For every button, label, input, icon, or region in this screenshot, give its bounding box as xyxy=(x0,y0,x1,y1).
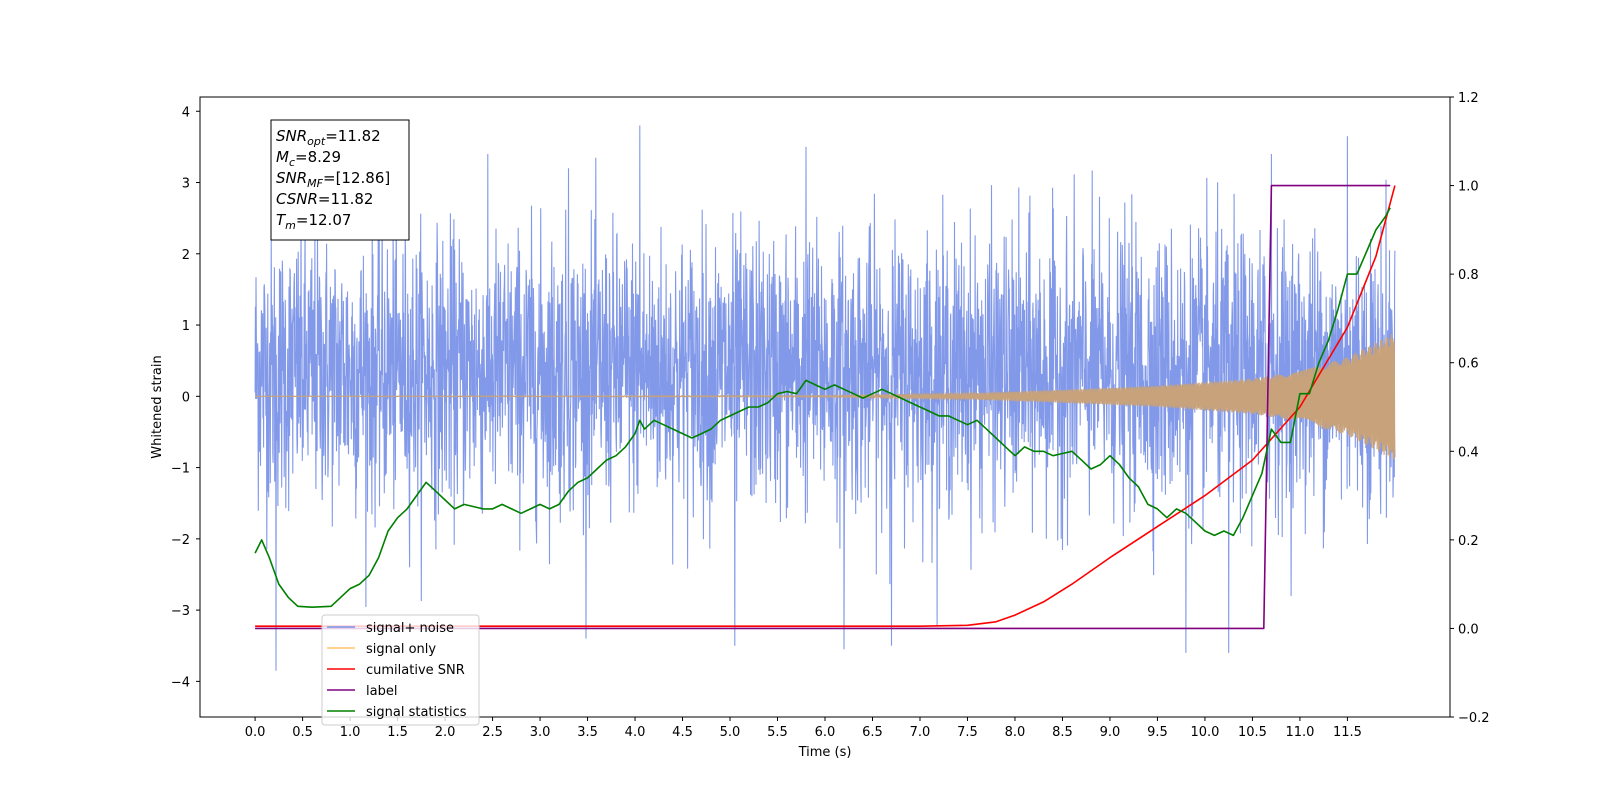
y-left-tick-label: 0 xyxy=(182,390,190,405)
signal-only-line xyxy=(255,333,1396,460)
signal-only-series xyxy=(255,333,1396,460)
legend-entry-label: signal+ noise xyxy=(366,621,454,636)
x-tick-label: 6.5 xyxy=(862,725,883,740)
y-right-tick-label: 0.2 xyxy=(1458,534,1479,549)
stats-annotation-subscript: m xyxy=(285,219,296,232)
x-tick-label: 2.0 xyxy=(435,725,456,740)
x-tick-label: 11.5 xyxy=(1333,725,1362,740)
x-tick-label: 9.5 xyxy=(1147,725,1168,740)
x-tick-label: 0.5 xyxy=(292,725,313,740)
y-left-tick-label: −1 xyxy=(171,462,190,477)
legend-entry-label: signal only xyxy=(366,642,436,657)
x-tick-label: 5.5 xyxy=(767,725,788,740)
y-right-tick-label: 0.0 xyxy=(1458,622,1479,637)
y-left-tick-label: 2 xyxy=(182,248,190,263)
stats-annotation-subscript: MF xyxy=(307,177,323,190)
y-right-tick-label: 0.6 xyxy=(1458,357,1479,372)
y-right-tick-label: 1.0 xyxy=(1458,180,1479,195)
y-left-tick-label: −3 xyxy=(171,604,190,619)
stats-annotation-value: =12.07 xyxy=(296,211,352,229)
line-series-group xyxy=(254,184,1396,630)
x-tick-label: 4.5 xyxy=(672,725,693,740)
stats-annotation-line: Tm=12.07 xyxy=(276,211,351,232)
x-tick-label: 5.0 xyxy=(720,725,741,740)
legend: signal+ noise signal only cumilative SNR la… xyxy=(321,614,480,726)
x-axis-label: Time (s) xyxy=(798,745,852,760)
x-tick-label: 3.5 xyxy=(577,725,598,740)
legend-entry-label: label xyxy=(366,684,397,699)
y-right-tick-label: 0.8 xyxy=(1458,268,1479,283)
x-tick-label: 9.0 xyxy=(1100,725,1121,740)
x-tick-label: 4.0 xyxy=(625,725,646,740)
legend-frame xyxy=(321,614,480,726)
y-left-tick-label: −2 xyxy=(171,533,190,548)
stats-annotation-symbol: T xyxy=(276,211,287,229)
legend-entry-label: cumilative SNR xyxy=(366,663,465,678)
x-tick-label: 11.0 xyxy=(1285,725,1314,740)
x-tick-label: 2.5 xyxy=(482,725,503,740)
signal-plus-noise-line xyxy=(254,125,1396,671)
stats-annotation-symbol: CSNR xyxy=(276,190,318,208)
stats-annotation-subscript: opt xyxy=(307,135,326,148)
x-tick-label: 7.5 xyxy=(957,725,978,740)
y-left-tick-label: 4 xyxy=(182,105,190,120)
stats-annotation-value: =[12.86] xyxy=(323,169,390,187)
x-tick-label: 0.0 xyxy=(245,725,266,740)
signal-statistics-line xyxy=(254,207,1391,608)
x-tick-label: 1.0 xyxy=(340,725,361,740)
x-tick-label: 1.5 xyxy=(387,725,408,740)
cumilative-SNR-line xyxy=(255,185,1396,627)
x-tick-label: 10.0 xyxy=(1190,725,1219,740)
y-right-axis-ticks: 1.2 1.0 0.8 0.6 0.4 0.2 0.0 −0.2 xyxy=(1450,91,1490,726)
y-left-tick-label: −4 xyxy=(171,675,190,690)
x-axis-ticks: 0.0 0.5 1.0 1.5 2.0 2.5 3.0 3.5 4.0 4.5 5.0 5.5 6.0 6… xyxy=(245,717,1362,740)
x-tick-label: 10.5 xyxy=(1238,725,1267,740)
stats-annotation-line: CSNR=11.82 xyxy=(276,190,373,208)
y-right-tick-label: 0.4 xyxy=(1458,445,1479,460)
stats-annotation-symbol: SNR xyxy=(276,169,307,187)
signal-plus-noise-series xyxy=(254,125,1396,671)
label-line xyxy=(255,184,1391,630)
x-tick-label: 8.0 xyxy=(1005,725,1026,740)
y-left-tick-label: 1 xyxy=(182,319,190,334)
y-left-axis-label: Whitened strain xyxy=(150,355,165,458)
x-tick-label: 6.0 xyxy=(815,725,836,740)
x-tick-label: 8.5 xyxy=(1052,725,1073,740)
stats-annotation-symbol: M xyxy=(276,148,289,166)
stats-annotation-frame xyxy=(270,119,410,241)
stats-annotation-symbol: SNR xyxy=(276,127,307,145)
y-left-axis-ticks: 4 3 2 1 0 −1 −2 −3 −4 xyxy=(171,105,200,690)
stats-annotation-value: =8.29 xyxy=(295,148,341,166)
stats-annotation-line: Mc=8.29 xyxy=(276,148,341,169)
stats-annotation-value: =11.82 xyxy=(325,127,381,145)
y-left-tick-label: 3 xyxy=(182,177,190,192)
x-tick-label: 3.0 xyxy=(530,725,551,740)
y-right-tick-label: −0.2 xyxy=(1458,711,1490,726)
x-tick-label: 7.0 xyxy=(910,725,931,740)
stats-annotation-subscript: c xyxy=(289,156,295,169)
stats-annotation-value: =11.82 xyxy=(318,190,374,208)
y-right-tick-label: 1.2 xyxy=(1458,91,1479,106)
stats-annotation-line: SNRopt=11.82 xyxy=(276,127,381,148)
stats-annotation-line: SNRMF=[12.86] xyxy=(276,169,390,190)
stats-annotation-box: SNRopt=11.82Mc=8.29SNRMF=[12.86]CSNR=11.… xyxy=(270,119,410,241)
legend-entry-label: signal statistics xyxy=(366,705,467,720)
